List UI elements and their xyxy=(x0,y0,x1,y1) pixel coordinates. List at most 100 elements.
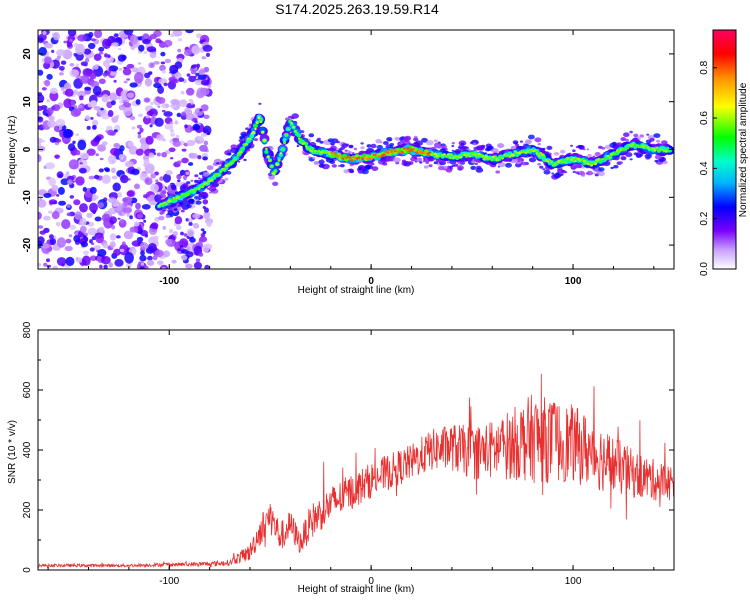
heatmap-cell xyxy=(38,69,44,76)
heatmap-cell xyxy=(414,149,417,152)
heatmap-cell xyxy=(481,154,484,158)
heatmap-cell xyxy=(245,127,249,130)
heatmap-cell xyxy=(113,143,120,148)
heatmap-cell xyxy=(150,222,159,230)
heatmap-cell xyxy=(51,184,59,192)
heatmap-cell xyxy=(281,147,284,150)
heatmap-cell xyxy=(85,57,90,63)
heatmap-cell xyxy=(67,30,77,37)
heatmap-cell xyxy=(180,209,185,213)
heatmap-cell xyxy=(256,121,259,124)
heatmap-cell xyxy=(230,162,233,165)
heatmap-cell xyxy=(528,157,537,163)
heatmap-cell xyxy=(43,193,52,198)
heatmap-cell xyxy=(664,150,668,153)
heatmap-cell xyxy=(191,45,201,55)
heatmap-cell xyxy=(199,68,206,75)
heatmap-cell xyxy=(611,152,615,156)
heatmap-cell xyxy=(415,157,423,163)
heatmap-cell xyxy=(598,171,605,177)
heatmap-cell xyxy=(72,140,76,144)
heatmap-cell xyxy=(38,37,44,43)
heatmap-cell xyxy=(101,94,109,103)
heatmap-cell xyxy=(451,145,455,147)
heatmap-cell xyxy=(212,175,215,178)
y-tick-label: 0 xyxy=(22,567,33,573)
heatmap-cell xyxy=(49,90,59,102)
heatmap-cell xyxy=(163,82,168,87)
colorbar-tick-label: 0.0 xyxy=(699,262,710,276)
x-tick-label: 100 xyxy=(565,276,582,287)
heatmap-cell xyxy=(462,153,466,157)
heatmap-cell xyxy=(248,138,252,140)
heatmap-cell xyxy=(350,158,354,162)
heatmap-cell xyxy=(83,48,92,55)
heatmap-cell xyxy=(570,158,574,162)
heatmap-cell xyxy=(111,42,119,47)
heatmap-cell xyxy=(290,122,293,125)
heatmap-cell xyxy=(202,230,207,235)
heatmap-cell xyxy=(160,51,166,57)
heatmap-cell xyxy=(87,227,97,236)
heatmap-cell xyxy=(436,145,442,149)
heatmap-cell xyxy=(172,231,178,236)
heatmap-cell xyxy=(102,72,108,77)
heatmap-cell xyxy=(79,167,87,174)
heatmap-cell xyxy=(185,263,193,269)
heatmap-cell xyxy=(91,242,95,245)
heatmap-cell xyxy=(343,156,346,159)
heatmap-cell xyxy=(171,78,179,84)
heatmap-cell xyxy=(144,177,153,186)
heatmap-cell xyxy=(284,133,288,136)
heatmap-cell xyxy=(115,114,120,119)
heatmap-cell xyxy=(554,162,557,165)
heatmap-cell xyxy=(189,237,196,243)
heatmap-cell xyxy=(80,61,88,66)
heatmap-cell xyxy=(188,218,193,224)
heatmap-cell xyxy=(44,42,54,49)
heatmap-cell xyxy=(476,165,482,170)
heatmap-cell xyxy=(102,38,111,49)
heatmap-cell xyxy=(119,145,125,152)
heatmap-cell xyxy=(169,128,174,133)
heatmap-cell xyxy=(92,124,97,130)
heatmap-cell xyxy=(505,155,508,158)
heatmap-cell xyxy=(621,147,624,150)
heatmap-cell xyxy=(277,156,281,161)
colorbar-tick-label: 0.2 xyxy=(699,211,710,225)
heatmap-cell xyxy=(123,80,128,84)
heatmap-cell xyxy=(528,148,532,152)
heatmap-cell xyxy=(102,242,108,248)
heatmap-cell xyxy=(77,34,87,42)
heatmap-cell xyxy=(630,144,633,148)
heatmap-cell xyxy=(548,159,551,162)
heatmap-cell xyxy=(655,146,659,149)
heatmap-cell xyxy=(646,133,650,136)
heatmap-cell xyxy=(209,191,212,194)
heatmap-cell xyxy=(61,219,71,230)
colorbar-ticks: 0.0 0.2 0.4 0.6 0.8 xyxy=(699,60,717,276)
heatmap-cell xyxy=(450,153,454,157)
heatmap-cell xyxy=(175,134,180,139)
heatmap-cell xyxy=(366,144,372,148)
heatmap-cell xyxy=(468,155,471,158)
heatmap-cell xyxy=(654,149,657,152)
heatmap-cell xyxy=(190,70,197,75)
heatmap-cell xyxy=(178,77,185,82)
heatmap-cell xyxy=(317,137,321,141)
heatmap-cell xyxy=(479,153,482,156)
heatmap-cell xyxy=(158,195,163,199)
heatmap-cell xyxy=(194,107,204,116)
heatmap-cell xyxy=(127,141,134,148)
heatmap-cell xyxy=(193,261,202,269)
heatmap-cell xyxy=(98,51,104,55)
heatmap-cell xyxy=(164,235,170,239)
heatmap-cell xyxy=(129,82,138,88)
heatmap-cell xyxy=(82,186,87,192)
heatmap-cell xyxy=(360,146,365,150)
heatmap-cell xyxy=(360,142,364,145)
heatmap-cell xyxy=(165,44,169,48)
heatmap-cell xyxy=(198,177,201,180)
heatmap-cell xyxy=(110,71,117,76)
